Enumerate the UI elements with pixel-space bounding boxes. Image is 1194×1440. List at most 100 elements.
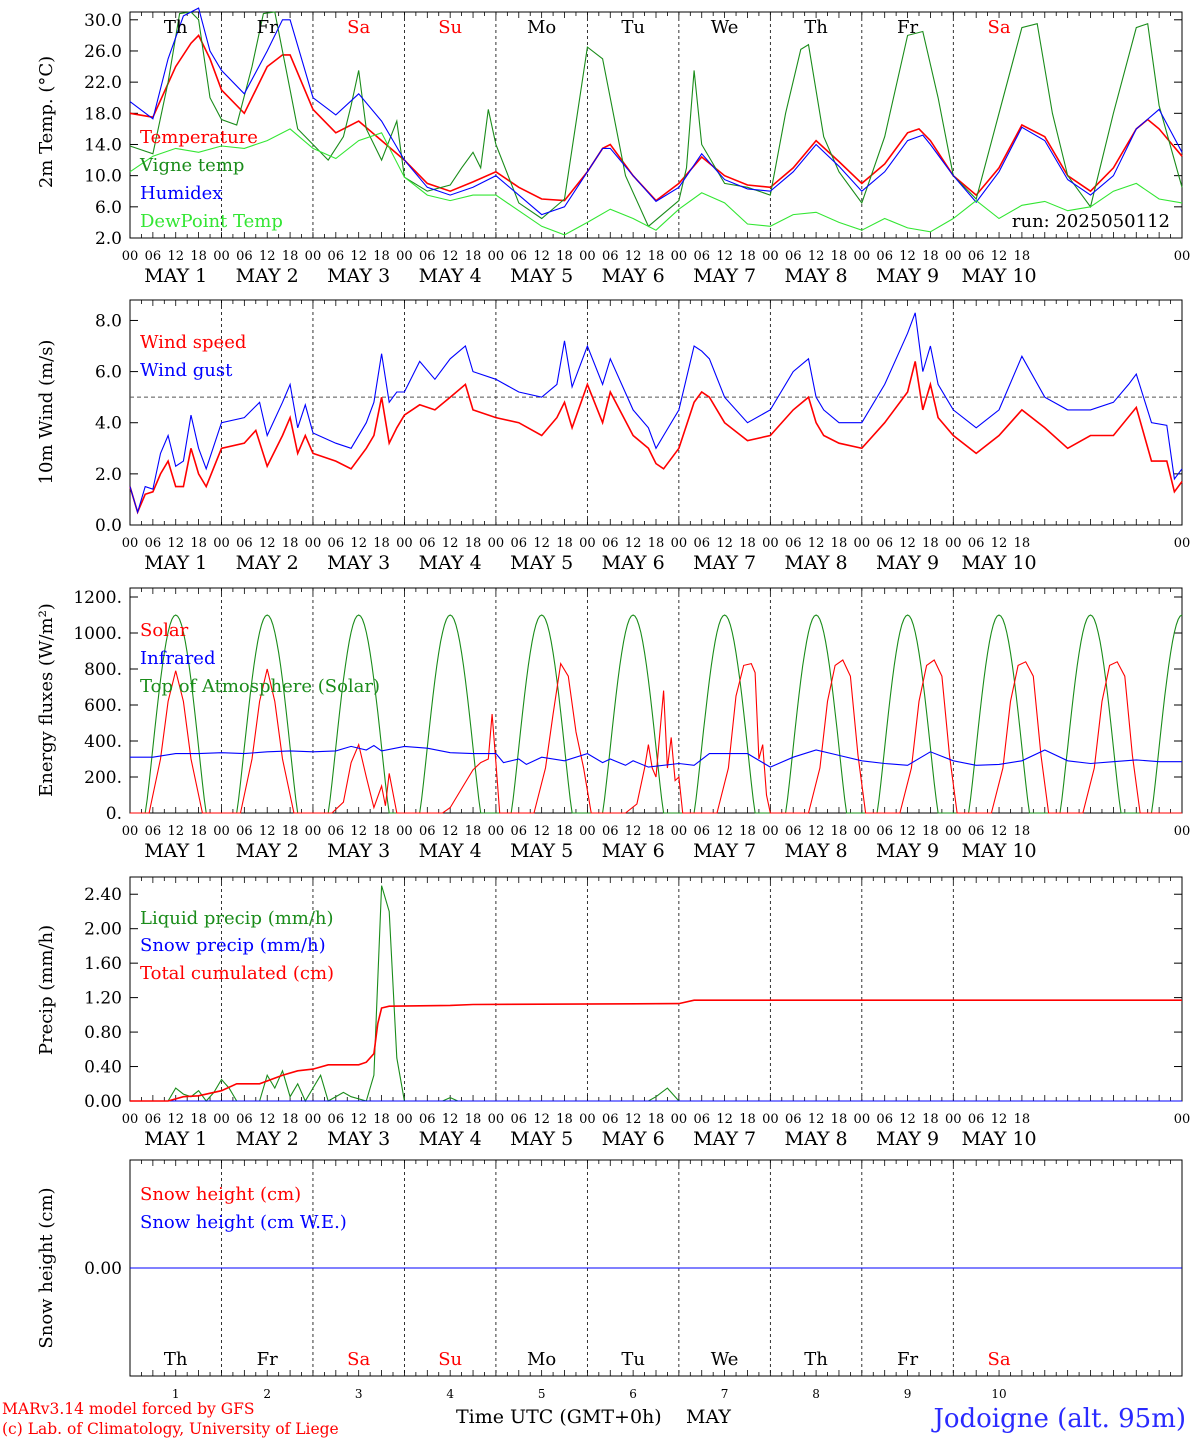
hour-label: 18: [739, 1112, 756, 1127]
date-label: MAY 7: [693, 840, 756, 862]
hour-label: 00: [122, 824, 139, 839]
hour-label: 00: [854, 249, 871, 264]
hour-label: 12: [716, 824, 733, 839]
date-label: MAY 9: [876, 840, 939, 862]
hour-label: 18: [465, 1112, 482, 1127]
date-label: MAY 7: [693, 552, 756, 574]
hour-label: 06: [968, 824, 985, 839]
legend-label: Total cumulated (cm): [140, 963, 334, 984]
hour-label: 18: [556, 536, 573, 551]
hour-label: 12: [899, 249, 916, 264]
y-tick-label: 800.: [84, 660, 122, 680]
hour-label: 18: [465, 249, 482, 264]
hour-label: 00: [579, 536, 596, 551]
y-tick-label: 14.0: [84, 135, 122, 155]
hour-label: 00: [1174, 249, 1191, 264]
hour-label: 18: [556, 1112, 573, 1127]
date-label: MAY 4: [419, 265, 482, 287]
hour-label: 06: [602, 1112, 619, 1127]
hour-label: 06: [145, 824, 162, 839]
hour-label: 06: [328, 1112, 345, 1127]
hour-label: 12: [808, 1112, 825, 1127]
hour-label: 12: [991, 824, 1008, 839]
hour-label: 06: [693, 249, 710, 264]
hour-label: 18: [282, 824, 299, 839]
weekday-label: Sa: [988, 17, 1011, 38]
hour-label: 12: [533, 824, 550, 839]
hour-label: 00: [305, 536, 322, 551]
hour-label: 00: [762, 1112, 779, 1127]
weekday-label: Fr: [897, 1349, 918, 1370]
hour-label: 12: [259, 536, 276, 551]
hour-label: 06: [236, 824, 253, 839]
hour-label: 00: [305, 1112, 322, 1127]
day-number: 7: [721, 1387, 729, 1401]
hour-label: 12: [625, 1112, 642, 1127]
hour-label: 06: [785, 1112, 802, 1127]
hour-label: 06: [968, 249, 985, 264]
hour-label: 00: [671, 249, 688, 264]
hour-label: 18: [465, 824, 482, 839]
hour-label: 12: [167, 536, 184, 551]
y-tick-label: 1.60: [84, 954, 122, 974]
date-label: MAY 8: [785, 552, 848, 574]
hour-label: 00: [1174, 536, 1191, 551]
hour-label: 18: [922, 249, 939, 264]
hour-label: 00: [488, 536, 505, 551]
series-dewpoint-temp: [129, 128, 1183, 236]
y-tick-label: 2.00: [84, 920, 122, 940]
hour-label: 18: [282, 1112, 299, 1127]
date-label: MAY 8: [785, 1128, 848, 1150]
date-label: MAY 5: [510, 552, 573, 574]
hour-label: 00: [579, 824, 596, 839]
hour-label: 06: [693, 824, 710, 839]
hour-label: 12: [442, 249, 459, 264]
date-label: MAY 2: [236, 552, 299, 574]
hour-label: 06: [419, 1112, 436, 1127]
hour-label: 18: [831, 1112, 848, 1127]
hour-label: 12: [350, 1112, 367, 1127]
hour-label: 12: [991, 1112, 1008, 1127]
hour-label: 18: [373, 536, 390, 551]
weekday-label: Tu: [621, 1349, 645, 1370]
hour-label: 12: [442, 536, 459, 551]
hour-label: 18: [1014, 824, 1031, 839]
series-vigne-temp: [129, 11, 1183, 228]
date-label: MAY 3: [327, 265, 390, 287]
hour-label: 12: [350, 824, 367, 839]
hour-label: 12: [716, 1112, 733, 1127]
legend-label: Liquid precip (mm/h): [140, 908, 334, 929]
hour-label: 00: [762, 249, 779, 264]
hour-label: 06: [876, 824, 893, 839]
series-solar: [130, 659, 1182, 814]
weekday-label: Fr: [897, 17, 918, 38]
hour-label: 12: [167, 824, 184, 839]
date-label: MAY 5: [510, 840, 573, 862]
weekday-label: Mo: [527, 1349, 556, 1370]
series-infrared: [130, 744, 1182, 768]
date-label: MAY 9: [876, 552, 939, 574]
weekday-label: We: [711, 17, 739, 38]
y-tick-label: 0.40: [84, 1058, 122, 1078]
date-label: MAY 6: [602, 552, 665, 574]
y-axis-label: Energy fluxes (W/m²): [36, 603, 57, 797]
date-label: MAY 7: [693, 1128, 756, 1150]
run-annotation: run: 2025050112: [1012, 211, 1170, 232]
date-label: MAY 9: [876, 1128, 939, 1150]
day-number: 9: [904, 1387, 912, 1401]
hour-label: 18: [739, 824, 756, 839]
day-number: 6: [629, 1387, 637, 1401]
hour-label: 12: [350, 249, 367, 264]
hour-label: 06: [785, 824, 802, 839]
date-label: MAY 1: [144, 840, 207, 862]
weekday-label: Sa: [347, 1349, 370, 1370]
weekday-label: Tu: [621, 17, 645, 38]
hour-label: 00: [213, 824, 230, 839]
hour-label: 06: [511, 824, 528, 839]
hour-label: 12: [899, 824, 916, 839]
hour-label: 12: [167, 249, 184, 264]
hour-label: 06: [419, 824, 436, 839]
legend-label: Wind gust: [140, 360, 233, 381]
y-tick-label: 4.0: [95, 414, 122, 434]
